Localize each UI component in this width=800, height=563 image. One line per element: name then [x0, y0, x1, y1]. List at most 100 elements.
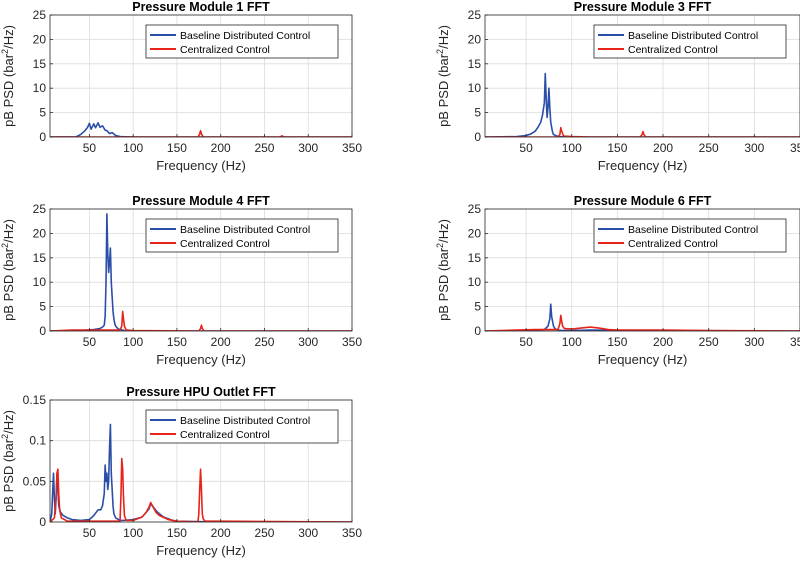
x-tick-label: 350	[342, 141, 362, 155]
y-axis-label: pB PSD (bar2/Hz)	[0, 219, 16, 321]
legend: Baseline Distributed Control Centralized …	[593, 24, 787, 59]
x-tick-label: 300	[298, 526, 318, 540]
y-tick-label: 0.15	[23, 393, 47, 407]
legend-label-2: Centralized Control	[628, 44, 718, 56]
x-tick-label: 50	[83, 141, 97, 155]
y-tick-label: 0	[39, 515, 46, 529]
x-tick-label: 150	[607, 141, 627, 155]
x-tick-label: 300	[744, 335, 764, 349]
legend-label-1: Baseline Distributed Control	[180, 415, 310, 427]
x-axis-label: Frequency (Hz)	[598, 158, 688, 173]
x-tick-label: 200	[211, 526, 231, 540]
x-tick-label: 100	[123, 335, 143, 349]
x-tick-label: 50	[519, 335, 533, 349]
y-tick-label: 25	[468, 202, 482, 216]
series-line-2	[50, 457, 352, 522]
axes-box	[484, 14, 800, 138]
y-tick-label: 0	[39, 130, 46, 144]
axes-box	[49, 208, 353, 332]
series-group	[50, 423, 352, 522]
x-tick-label: 250	[699, 141, 719, 155]
y-tick-label: 15	[468, 251, 482, 265]
chart-1: 50 100 150 200 250 300 350 0 5 10 15 20 25 Pressure M…	[0, 0, 362, 173]
x-tick-label: 100	[123, 141, 143, 155]
x-tick-label: 350	[342, 335, 362, 349]
x-axis-label: Frequency (Hz)	[156, 543, 246, 558]
y-tick-label: 25	[33, 8, 47, 22]
legend-label-1: Baseline Distributed Control	[628, 30, 758, 42]
legend-label-2: Centralized Control	[628, 238, 718, 250]
series-group	[50, 122, 352, 137]
chart-5: 50 100 150 200 250 300 350 0 0.05 0.1 0.15 Pressure…	[0, 385, 362, 558]
y-tick-label: 20	[33, 32, 47, 46]
chart-4: 50 100 150 200 250 300 350 0 5 10 15 20 25 Pressure M…	[435, 194, 800, 367]
legend-box	[145, 218, 339, 253]
x-tick-label: 350	[790, 335, 800, 349]
x-tick-label: 100	[123, 526, 143, 540]
legend-box	[145, 409, 339, 444]
axes-box	[49, 399, 353, 523]
y-tick-label: 20	[33, 226, 47, 240]
series-line-1	[50, 213, 352, 331]
series-group	[50, 213, 352, 331]
legend-label-2: Centralized Control	[180, 238, 270, 250]
legend: Baseline Distributed Control Centralized …	[145, 409, 339, 444]
x-tick-label: 250	[254, 335, 274, 349]
legend-label-1: Baseline Distributed Control	[180, 30, 310, 42]
y-tick-label: 10	[33, 81, 47, 95]
x-tick-label: 150	[167, 526, 187, 540]
x-tick-label: 50	[519, 141, 533, 155]
chart-3: 50 100 150 200 250 300 350 0 5 10 15 20 25 Pressure M…	[0, 194, 362, 367]
x-tick-label: 200	[211, 335, 231, 349]
legend-box	[593, 218, 787, 253]
y-axis-label: pB PSD (bar2/Hz)	[435, 25, 451, 127]
x-axis-label: Frequency (Hz)	[156, 158, 246, 173]
y-tick-label: 15	[468, 57, 482, 71]
series-line-1	[485, 303, 800, 331]
series-line-2	[485, 314, 800, 331]
x-tick-label: 200	[211, 141, 231, 155]
x-tick-label: 350	[342, 526, 362, 540]
x-tick-label: 150	[167, 335, 187, 349]
chart-2: 50 100 150 200 250 300 350 0 5 10 15 20 25 Pressure M…	[435, 0, 800, 173]
legend-box	[593, 24, 787, 59]
y-tick-label: 15	[33, 57, 47, 71]
series-line-2	[50, 129, 352, 137]
y-tick-label: 25	[33, 202, 47, 216]
y-tick-label: 0	[474, 324, 481, 338]
legend: Baseline Distributed Control Centralized …	[145, 24, 339, 59]
x-tick-label: 50	[83, 335, 97, 349]
legend-label-1: Baseline Distributed Control	[180, 224, 310, 236]
y-tick-label: 5	[474, 300, 481, 314]
y-tick-label: 0	[474, 130, 481, 144]
series-line-2	[50, 310, 352, 331]
chart-title: Pressure Module 1 FFT	[132, 0, 270, 14]
chart-title: Pressure Module 6 FFT	[574, 194, 712, 208]
x-tick-label: 250	[254, 526, 274, 540]
x-tick-label: 150	[607, 335, 627, 349]
y-axis-label: pB PSD (bar2/Hz)	[435, 219, 451, 321]
y-tick-label: 0.05	[23, 474, 47, 488]
series-line-1	[50, 122, 352, 137]
x-tick-label: 100	[562, 141, 582, 155]
series-group	[485, 303, 800, 331]
y-axis-label: pB PSD (bar2/Hz)	[0, 410, 16, 512]
x-tick-label: 200	[653, 335, 673, 349]
y-tick-label: 25	[468, 8, 482, 22]
chart-title: Pressure Module 3 FFT	[574, 0, 712, 14]
axes-box	[49, 14, 353, 138]
y-tick-label: 20	[468, 32, 482, 46]
legend: Baseline Distributed Control Centralized …	[593, 218, 787, 253]
y-tick-label: 10	[468, 275, 482, 289]
x-tick-label: 150	[167, 141, 187, 155]
axes-box	[484, 208, 800, 332]
x-tick-label: 100	[562, 335, 582, 349]
legend-label-2: Centralized Control	[180, 429, 270, 441]
y-tick-label: 0.1	[29, 434, 46, 448]
x-tick-label: 250	[699, 335, 719, 349]
legend-label-1: Baseline Distributed Control	[628, 224, 758, 236]
legend: Baseline Distributed Control Centralized …	[145, 218, 339, 253]
x-tick-label: 200	[653, 141, 673, 155]
x-axis-label: Frequency (Hz)	[156, 352, 246, 367]
